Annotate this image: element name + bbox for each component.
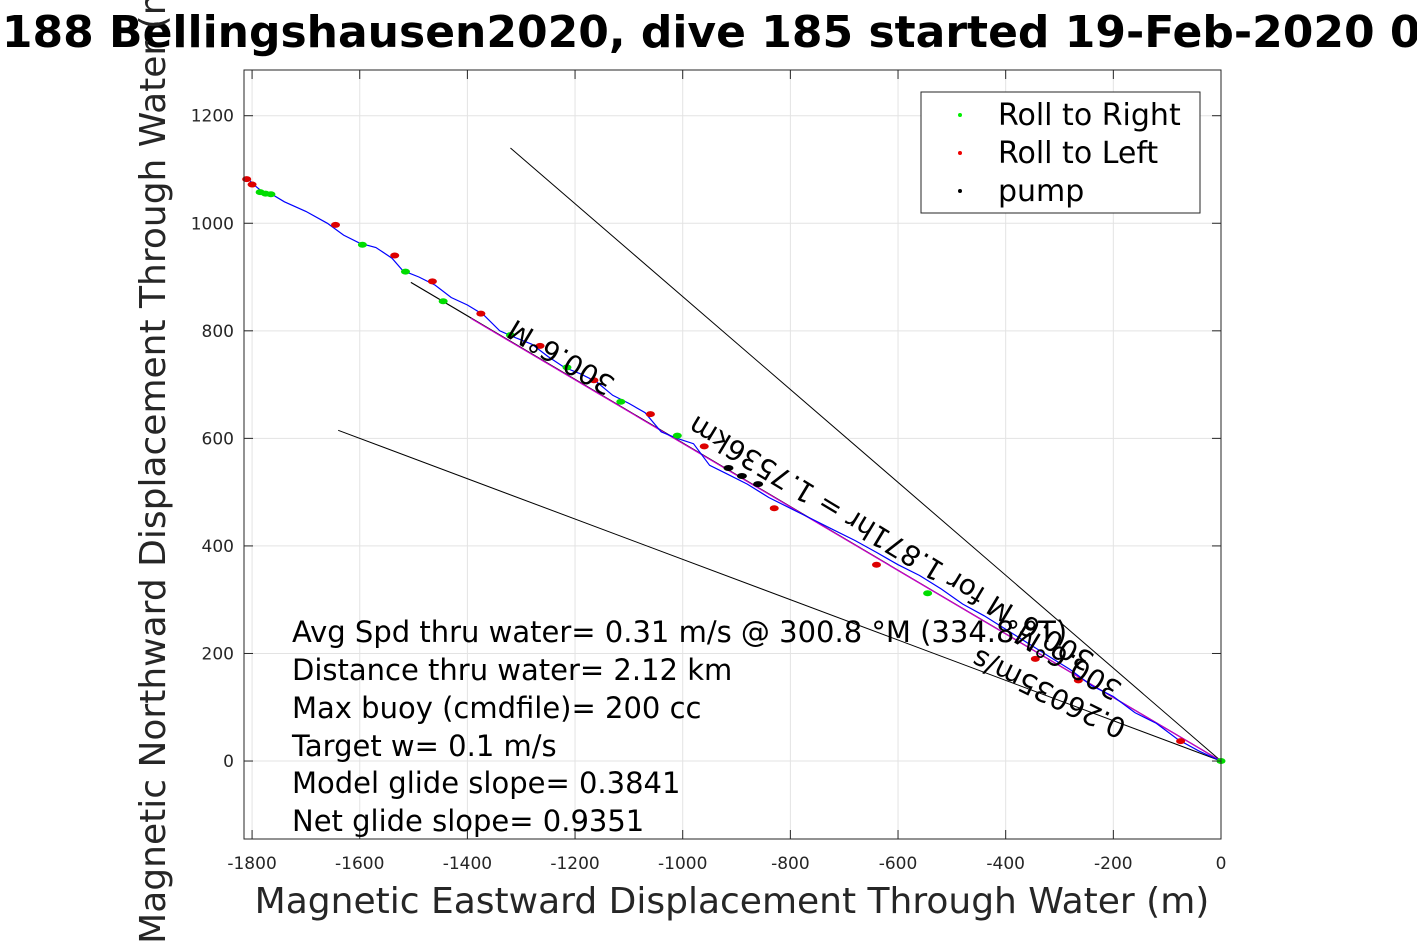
- x-tick-label: -1400: [443, 854, 492, 874]
- roll-left-point: [427, 278, 437, 285]
- x-tick-label: 0: [1216, 854, 1227, 874]
- x-tick-label: -1200: [550, 854, 599, 874]
- y-tick-label: 400: [202, 537, 234, 557]
- roll-left-point: [645, 411, 655, 418]
- roll-right-point: [357, 241, 367, 248]
- y-tick-label: 800: [202, 322, 234, 342]
- legend-label-pump: pump: [998, 174, 1084, 209]
- roll-left-point: [247, 181, 257, 188]
- y-tick-label: 0: [223, 752, 234, 772]
- legend-box: [920, 91, 1201, 214]
- roll-right-point: [505, 332, 515, 339]
- guide-lines: [338, 147, 1222, 762]
- chart-title: SG188 Bellingshausen2020, dive 185 start…: [0, 7, 1417, 58]
- x-tick-label: -200: [1094, 854, 1133, 874]
- legend-marker-left: [958, 151, 962, 155]
- roll-left-point: [769, 505, 779, 512]
- roll-left-point: [589, 377, 599, 384]
- roll-left-point: [871, 561, 881, 568]
- legend-label-left: Roll to Left: [998, 136, 1158, 171]
- roll-right-point: [923, 590, 933, 597]
- pump-point: [753, 481, 764, 488]
- x-tick-label: -600: [879, 854, 918, 874]
- y-tick-label: 200: [202, 644, 234, 664]
- glider-track: [248, 179, 1222, 762]
- roll-right-point: [266, 191, 276, 198]
- axis-ticks: -1800 -1600 -1400 -1200 -1000 -800 -600 -400 -20…: [191, 70, 1227, 874]
- guide-line: [510, 147, 1222, 762]
- pump-point: [736, 473, 747, 480]
- guide-line: [338, 429, 1222, 762]
- roll-left-point: [535, 342, 545, 349]
- legend-marker-right: [958, 113, 962, 117]
- stats-block: Avg Spd thru water= 0.31 m/s @ 300.8 °M …: [291, 615, 1067, 838]
- y-tick-label: 1200: [191, 107, 234, 127]
- roll-markers: [242, 176, 1226, 765]
- roll-left-point: [331, 221, 341, 228]
- legend: Roll to Right Roll to Left pump: [920, 91, 1201, 214]
- x-tick-label: -400: [986, 854, 1025, 874]
- roll-right-point: [438, 298, 448, 305]
- x-tick-label: -1600: [335, 854, 384, 874]
- roll-right-point: [400, 268, 410, 275]
- x-tick-label: -1800: [227, 854, 276, 874]
- y-axis-label: Magnetic Northward Displacement Through …: [133, 0, 174, 944]
- roll-left-point: [699, 443, 709, 450]
- legend-marker-pump: [958, 189, 962, 193]
- roll-left-point: [476, 310, 486, 317]
- roll-left-point: [1176, 738, 1186, 745]
- roll-right-point: [672, 432, 682, 439]
- stat-net-glide: Net glide slope= 0.9351: [292, 804, 644, 838]
- plot-frame: [243, 69, 1222, 840]
- x-axis-label: Magnetic Eastward Displacement Through W…: [255, 881, 1210, 922]
- roll-right-point: [616, 398, 626, 405]
- roll-left-point: [1030, 655, 1040, 662]
- roll-left-point: [1073, 677, 1083, 684]
- stat-target-w: Target w= 0.1 m/s: [291, 729, 557, 763]
- stat-model-glide: Model glide slope= 0.3841: [292, 766, 680, 800]
- y-tick-label: 1000: [191, 214, 234, 234]
- roll-left-point: [390, 252, 400, 259]
- stat-distance: Distance thru water= 2.12 km: [292, 653, 732, 687]
- pump-point: [723, 464, 734, 471]
- legend-label-right: Roll to Right: [998, 98, 1181, 133]
- stat-max-buoy: Max buoy (cmdfile)= 200 cc: [292, 691, 701, 725]
- roll-right-point: [562, 364, 572, 371]
- track-line: [248, 179, 1222, 762]
- x-tick-label: -1000: [658, 854, 707, 874]
- stat-avg-speed: Avg Spd thru water= 0.31 m/s @ 300.8 °M …: [292, 615, 1067, 649]
- y-tick-label: 600: [202, 429, 234, 449]
- x-tick-label: -800: [771, 854, 810, 874]
